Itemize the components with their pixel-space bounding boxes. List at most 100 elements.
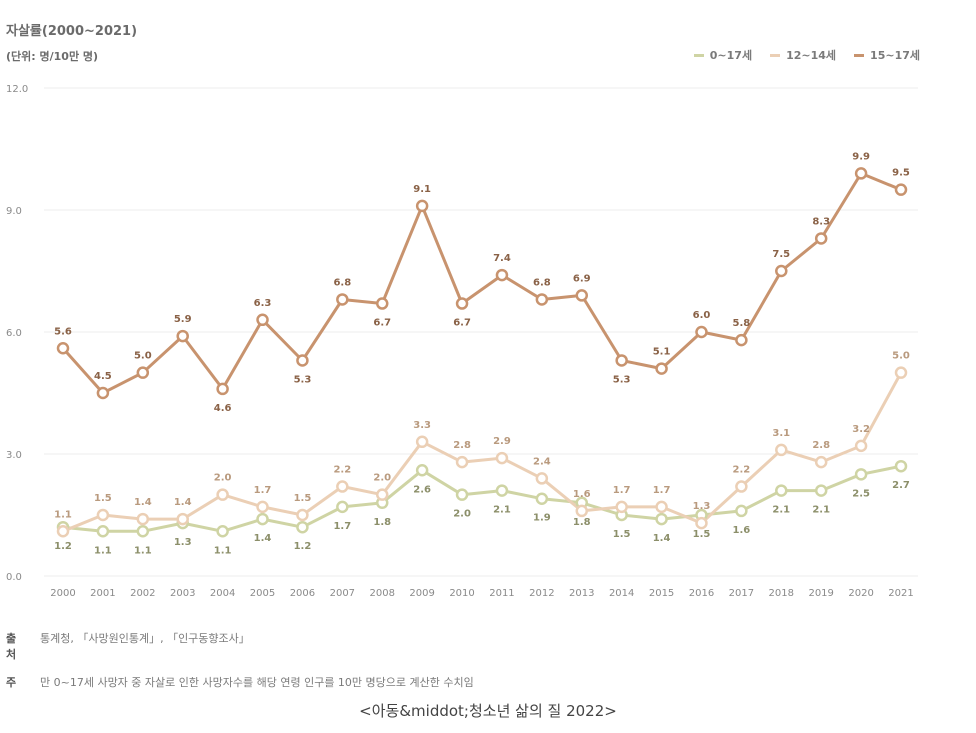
chart-notes: 출처 통계청, 「사망원인통계」, 「인구동향조사」 주 만 0~17세 사망자… (6, 630, 474, 702)
data-label-series-0: 2.5 (852, 488, 870, 499)
data-label-series-0: 2.0 (453, 509, 471, 520)
data-label-series-1: 3.2 (852, 424, 870, 435)
data-label-series-2: 5.8 (733, 318, 751, 329)
data-label-series-0: 1.7 (333, 521, 351, 532)
data-point-series-2 (256, 313, 269, 327)
data-point-series-1 (655, 500, 668, 514)
data-label-series-2: 6.7 (373, 318, 391, 329)
data-point-series-1 (814, 455, 828, 469)
data-label-series-0: 1.4 (653, 533, 671, 544)
data-point-series-1 (56, 525, 70, 538)
data-point-series-0 (535, 492, 549, 505)
data-point-series-2 (296, 354, 309, 367)
data-point-series-1 (575, 504, 589, 518)
data-label-series-1: 1.6 (573, 489, 591, 500)
data-point-series-0 (455, 488, 469, 501)
data-label-series-1: 2.4 (533, 456, 551, 467)
data-point-series-0 (136, 525, 150, 538)
note-text: 만 0~17세 사망자 중 자살로 인한 사망자수를 해당 연령 인구를 10만… (40, 676, 474, 689)
x-tick-label: 2018 (769, 588, 794, 599)
legend-label-12-14: 12~14세 (786, 49, 837, 62)
source-row: 출처 통계청, 「사망원인통계」, 「인구동향조사」 (6, 630, 474, 662)
data-point-series-0 (655, 512, 668, 526)
x-tick-label: 2020 (848, 588, 873, 599)
data-label-series-0: 1.1 (214, 545, 232, 556)
y-tick-label: 6.0 (6, 328, 22, 339)
data-point-series-1 (495, 451, 509, 465)
data-point-series-2 (56, 342, 70, 355)
data-point-series-2 (894, 183, 908, 196)
x-tick-label: 2011 (489, 588, 514, 599)
data-point-series-1 (256, 500, 269, 514)
x-tick-label: 2013 (569, 588, 594, 599)
data-label-series-2: 6.0 (693, 310, 711, 321)
data-point-series-0 (216, 525, 229, 538)
data-label-series-0: 1.3 (174, 537, 192, 548)
data-label-series-1: 3.1 (772, 428, 790, 439)
data-label-series-0: 2.1 (493, 505, 511, 516)
data-label-series-1: 2.8 (812, 440, 830, 451)
x-tick-label: 2005 (250, 588, 275, 599)
note-label: 주 (6, 676, 17, 689)
data-point-series-2 (575, 289, 589, 302)
data-label-series-0: 1.4 (254, 533, 272, 544)
y-tick-label: 3.0 (6, 450, 22, 461)
data-point-series-2 (136, 366, 150, 379)
source-text: 통계청, 「사망원인통계」, 「인구동향조사」 (40, 632, 250, 645)
data-point-series-2 (814, 232, 828, 245)
legend-item-0-17: 0~17세 (693, 47, 753, 63)
series-line-1 (61, 371, 903, 533)
data-point-series-2 (655, 362, 668, 375)
data-label-series-0: 1.6 (733, 525, 751, 536)
legend-item-12-14: 12~14세 (770, 47, 836, 63)
data-point-series-1 (735, 480, 748, 493)
data-point-series-2 (455, 297, 469, 310)
data-label-series-1: 1.4 (134, 497, 152, 508)
data-label-series-2: 7.4 (493, 253, 511, 264)
data-point-series-1 (894, 366, 908, 379)
data-label-series-1: 2.8 (453, 440, 471, 451)
chart-legend: 0~17세 12~14세 15~17세 (693, 47, 920, 63)
data-label-series-2: 5.3 (294, 374, 312, 385)
x-tick-label: 2019 (808, 588, 833, 599)
data-point-series-0 (814, 484, 828, 497)
data-point-series-0 (775, 484, 788, 497)
data-point-series-0 (296, 520, 309, 534)
data-point-series-2 (336, 293, 349, 306)
data-label-series-1: 2.2 (733, 465, 751, 476)
data-point-series-1 (136, 512, 150, 526)
data-point-series-2 (735, 333, 748, 347)
data-label-series-2: 6.8 (333, 277, 351, 288)
chart-unit-label: (단위: 명/10만 명) (6, 50, 99, 63)
data-point-series-1 (216, 488, 229, 501)
data-point-series-0 (894, 459, 908, 473)
data-point-series-1 (775, 443, 788, 457)
data-label-series-2: 5.3 (613, 374, 631, 385)
x-tick-label: 2006 (290, 588, 315, 599)
data-point-series-2 (176, 329, 189, 343)
x-tick-label: 2012 (529, 588, 554, 599)
data-point-series-0 (256, 512, 269, 526)
data-label-series-0: 2.1 (812, 505, 830, 516)
data-point-series-2 (775, 264, 788, 278)
data-label-series-0: 1.9 (533, 513, 551, 524)
x-tick-label: 2010 (449, 588, 474, 599)
data-label-series-1: 2.2 (333, 465, 351, 476)
legend-item-15-17: 15~17세 (854, 47, 920, 63)
x-tick-label: 2002 (130, 588, 155, 599)
data-label-series-2: 5.6 (54, 326, 72, 337)
data-point-series-1 (296, 508, 309, 522)
legend-label-0-17: 0~17세 (709, 49, 753, 62)
data-point-series-2 (216, 382, 229, 396)
data-point-series-2 (695, 325, 708, 339)
x-tick-label: 2001 (90, 588, 115, 599)
y-tick-label: 12.0 (6, 84, 28, 95)
data-point-series-2 (96, 386, 110, 400)
data-label-series-0: 1.2 (54, 541, 72, 552)
figure-caption: <아동&middot;청소년 삶의 질 2022> (359, 702, 617, 720)
data-label-series-0: 2.6 (413, 484, 431, 495)
data-label-series-2: 5.0 (134, 351, 152, 362)
x-tick-label: 2014 (609, 588, 634, 599)
x-tick-label: 2003 (170, 588, 195, 599)
data-label-series-2: 9.9 (852, 151, 870, 162)
